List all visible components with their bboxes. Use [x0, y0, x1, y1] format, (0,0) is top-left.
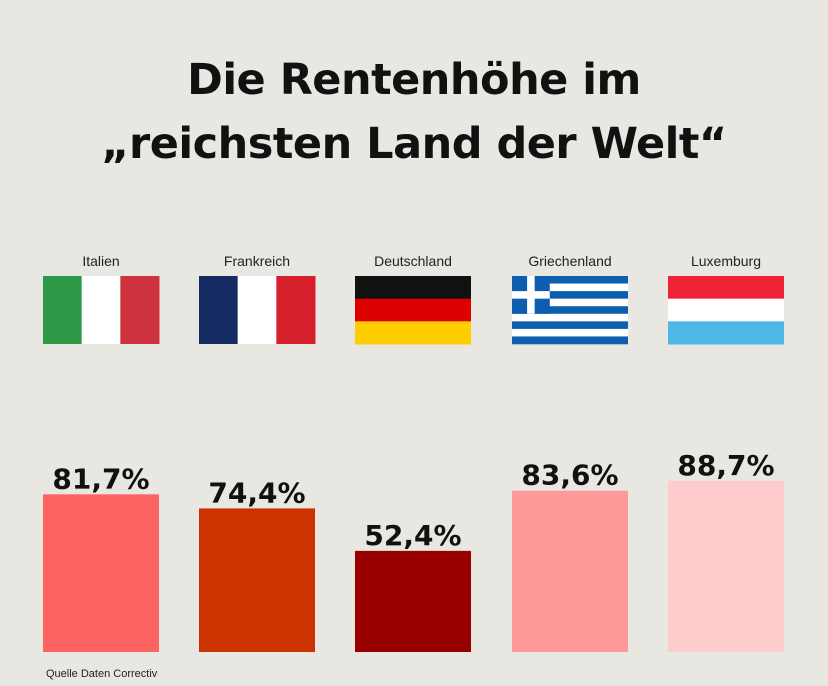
bar	[43, 494, 159, 652]
italy-flag-icon	[43, 276, 160, 344]
germany-flag-icon	[355, 276, 471, 345]
country-label: Frankreich	[224, 253, 290, 269]
value-label: 81,7%	[52, 462, 149, 495]
source-note: Quelle Daten Correctiv	[46, 668, 158, 680]
country-label: Italien	[82, 253, 119, 269]
bar	[199, 508, 315, 652]
value-label: 88,7%	[677, 449, 774, 482]
chart-title: Die Rentenhöhe im „reichsten Land der We…	[0, 48, 828, 176]
country-label: Luxemburg	[691, 253, 761, 269]
bar	[668, 480, 784, 652]
value-label: 74,4%	[208, 476, 305, 509]
value-label: 83,6%	[521, 459, 618, 492]
bar	[512, 490, 628, 652]
france-flag-icon	[199, 276, 316, 344]
value-label: 52,4%	[364, 519, 461, 552]
greece-flag-icon	[512, 276, 628, 345]
chart-title-line-1: Die Rentenhöhe im	[187, 55, 641, 105]
bar	[355, 550, 471, 652]
country-label: Deutschland	[374, 253, 452, 269]
country-label: Griechenland	[528, 253, 611, 269]
luxembourg-flag-icon	[668, 276, 784, 345]
chart-title-line-2: „reichsten Land der Welt“	[101, 119, 727, 169]
